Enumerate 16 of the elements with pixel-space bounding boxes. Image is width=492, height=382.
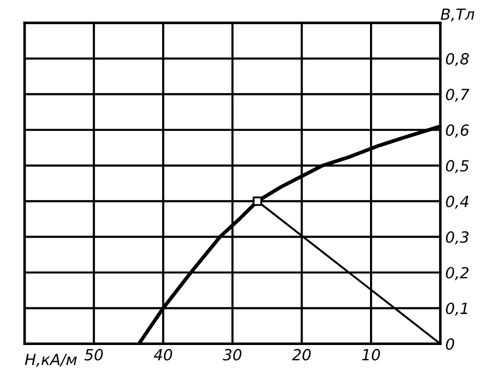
x-tick-label: 30 — [222, 348, 242, 360]
y-tick-label: 0,5 — [446, 160, 469, 174]
x-tick-label: 20 — [292, 348, 311, 360]
x-tick-label: 50 — [84, 348, 103, 360]
y-tick-label: 0 — [446, 338, 454, 350]
y-tick-label: 0,7 — [446, 88, 470, 102]
y-axis-title: B,Tл — [440, 8, 474, 22]
y-tick-label: 0,3 — [446, 231, 469, 244]
y-tick-label: 0,2 — [446, 266, 469, 280]
y-tick-label: 0,1 — [446, 302, 468, 316]
x-tick-label: 10 — [362, 348, 380, 360]
y-tick-label: 0,4 — [446, 196, 468, 209]
x-tick-label: 40 — [154, 348, 172, 360]
x-axis-title: H,кА/м — [25, 354, 77, 367]
y-tick-label: 0,6 — [446, 124, 469, 138]
y-tick-label: 0,8 — [446, 53, 469, 66]
